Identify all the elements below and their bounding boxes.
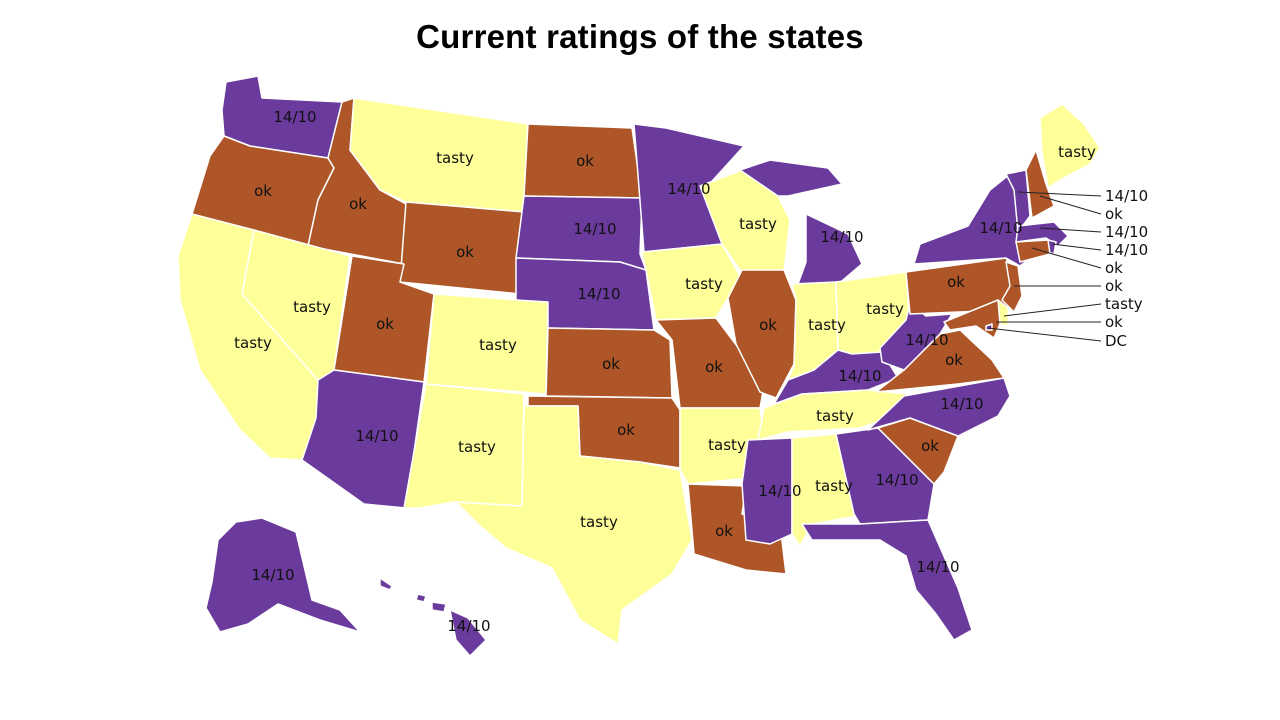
state-label-sc: ok [921,437,939,455]
state-mo [655,317,765,409]
callout-label-ma: 14/10 [1105,223,1148,241]
state-label-tn: tasty [816,407,854,425]
state-label-fl: 14/10 [916,558,959,576]
callout-label-dc: DC [1105,332,1127,350]
state-label-pa: ok [947,273,965,291]
state-label-nv: tasty [293,298,331,316]
state-label-ok: ok [617,421,635,439]
state-label-ms: 14/10 [758,482,801,500]
callout-line-ma [1039,227,1102,233]
state-label-ak: 14/10 [251,566,294,584]
state-wv [879,303,953,371]
state-label-ky: 14/10 [838,367,881,385]
state-label-wi: tasty [739,215,777,233]
state-label-ga: 14/10 [875,471,918,489]
state-label-hi: 14/10 [447,617,490,635]
state-az [301,369,425,509]
callout-line-dc [987,327,1102,342]
state-label-id: ok [349,195,367,213]
state-label-nd: ok [576,152,594,170]
state-me [1039,103,1101,189]
state-label-mn: 14/10 [667,180,710,198]
state-nh [1025,149,1055,219]
state-label-ia: tasty [685,275,723,293]
state-label-ne: 14/10 [577,285,620,303]
callout-label-vt: 14/10 [1105,187,1148,205]
callout-label-ct: ok [1105,259,1123,277]
state-label-la: ok [715,522,733,540]
state-label-ca: tasty [234,334,272,352]
state-label-ar: tasty [708,436,746,454]
callout-line-nh [1039,195,1102,215]
state-label-mo: ok [705,358,723,376]
state-label-va: ok [945,351,963,369]
callout-label-nj: ok [1105,277,1123,295]
callout-line-vt [1017,191,1102,197]
callout-label-nh: ok [1105,205,1123,223]
callout-line-de [1003,303,1102,317]
state-label-al: tasty [815,477,853,495]
state-label-in: tasty [808,316,846,334]
state-nj [1001,261,1023,313]
state-ak [205,517,361,633]
state-label-ny: 14/10 [979,219,1022,237]
state-label-oh: tasty [866,300,904,318]
state-label-ut: ok [376,315,394,333]
state-label-az: 14/10 [355,427,398,445]
state-label-ks: ok [602,355,620,373]
state-label-il: ok [759,316,777,334]
state-label-sd: 14/10 [573,220,616,238]
state-label-mi: 14/10 [820,228,863,246]
state-label-wv: 14/10 [905,331,948,349]
callout-label-md: ok [1105,313,1123,331]
state-label-co: tasty [479,336,517,354]
state-tx [455,405,693,645]
callout-line-ri [1051,243,1102,251]
state-ct [1015,239,1051,263]
state-label-or: ok [254,182,272,200]
state-il [727,269,797,399]
state-nm [403,383,525,509]
map-title: Current ratings of the states [416,18,864,55]
callout-line-ct [1031,247,1102,269]
state-nc [867,377,1011,437]
state-label-tx: tasty [580,513,618,531]
state-label-wa: 14/10 [273,108,316,126]
state-ks [545,327,673,399]
callout-label-ri: 14/10 [1105,241,1148,259]
state-label-nm: tasty [458,438,496,456]
state-vt [1005,169,1031,233]
state-hi [379,577,487,657]
state-label-mt: tasty [436,149,474,167]
state-label-wy: ok [456,243,474,261]
state-fl [801,519,973,641]
state-label-me: tasty [1058,143,1096,161]
callout-label-de: tasty [1105,295,1143,313]
state-label-nc: 14/10 [940,395,983,413]
